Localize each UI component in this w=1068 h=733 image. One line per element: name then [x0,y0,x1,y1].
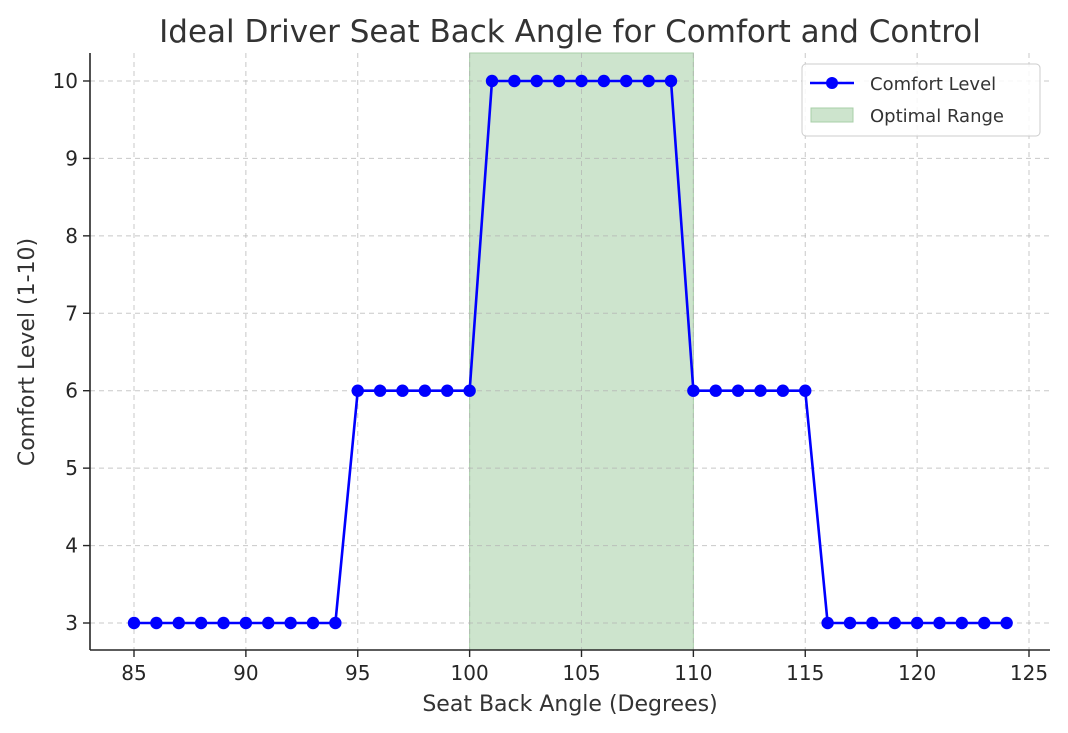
plot-area [90,52,1050,651]
data-point-marker [463,384,476,397]
data-point-marker [978,616,991,630]
y-tick-label: 8 [65,224,78,248]
x-tick-label: 125 [1010,661,1048,685]
y-tick-label: 3 [65,611,78,635]
data-point-marker [575,74,588,88]
data-point-marker [262,616,275,630]
data-point-marker [351,384,364,397]
data-point-marker [217,616,230,630]
axes: 85 90 95 100 105 110 115 120 125 3 4 5 6 7 8 9 10 [53,53,1050,685]
data-point-marker [799,384,812,397]
data-point-marker [172,616,185,630]
data-point-marker [776,384,790,397]
y-axis-ticks: 3 4 5 6 7 8 9 10 [53,69,90,635]
data-point-marker [1000,616,1013,630]
data-point-marker [441,384,454,397]
data-point-marker [373,384,387,397]
data-point-marker [597,74,611,88]
legend-marker-icon [826,77,838,89]
legend-frame [801,63,1041,137]
data-point-marker [709,384,722,397]
x-tick-label: 105 [562,661,600,685]
data-point-marker [239,616,253,630]
data-point-marker [664,74,678,88]
y-tick-label: 6 [65,379,78,403]
grid-lines [90,53,1050,650]
data-point-marker [955,616,969,630]
series-line [134,79,1007,625]
legend-patch-swatch [810,107,854,123]
data-point-marker [642,74,655,88]
data-point-marker [731,384,745,397]
y-tick-label: 10 [53,69,78,93]
y-tick-label: 9 [65,146,78,170]
data-point-marker [508,74,521,88]
data-point-marker [910,616,924,630]
data-point-marker [530,74,543,88]
data-point-marker [866,616,879,630]
x-tick-label: 90 [233,661,258,685]
data-point-marker [127,616,141,630]
x-axis-ticks: 85 90 95 100 105 110 115 120 125 [121,650,1048,685]
data-point-marker [284,616,297,630]
data-point-marker [754,384,767,397]
legend-label-optimal-range: Optimal Range [870,106,1004,127]
data-point-marker [933,616,946,630]
x-axis-label: Seat Back Angle (Degrees) [422,692,717,717]
data-point-marker [552,74,566,88]
data-point-marker [821,616,834,630]
data-point-marker [888,616,901,630]
data-point-marker [194,616,208,630]
comfort-level-series [127,74,1013,630]
y-tick-label: 7 [65,301,78,325]
chart-title: Ideal Driver Seat Back Angle for Comfort… [159,14,981,50]
data-point-marker [843,616,857,630]
x-tick-label: 85 [121,661,146,685]
x-tick-label: 115 [786,661,824,685]
data-point-marker [418,384,432,397]
x-tick-label: 110 [674,661,712,685]
x-tick-label: 120 [898,661,936,685]
data-point-marker [485,74,499,88]
data-point-marker [687,384,700,397]
y-axis-label: Comfort Level (1-10) [15,238,40,466]
x-tick-label: 95 [345,661,370,685]
data-point-marker [396,384,409,397]
data-point-marker [329,616,342,630]
y-tick-label: 4 [65,534,78,558]
data-point-marker [306,616,320,630]
legend-label-comfort-level: Comfort Level [870,74,996,95]
data-point-marker [150,616,163,630]
x-tick-label: 100 [451,661,489,685]
y-tick-label: 5 [65,456,78,480]
legend: Comfort Level Optimal Range [801,63,1041,137]
data-point-marker [620,74,633,88]
